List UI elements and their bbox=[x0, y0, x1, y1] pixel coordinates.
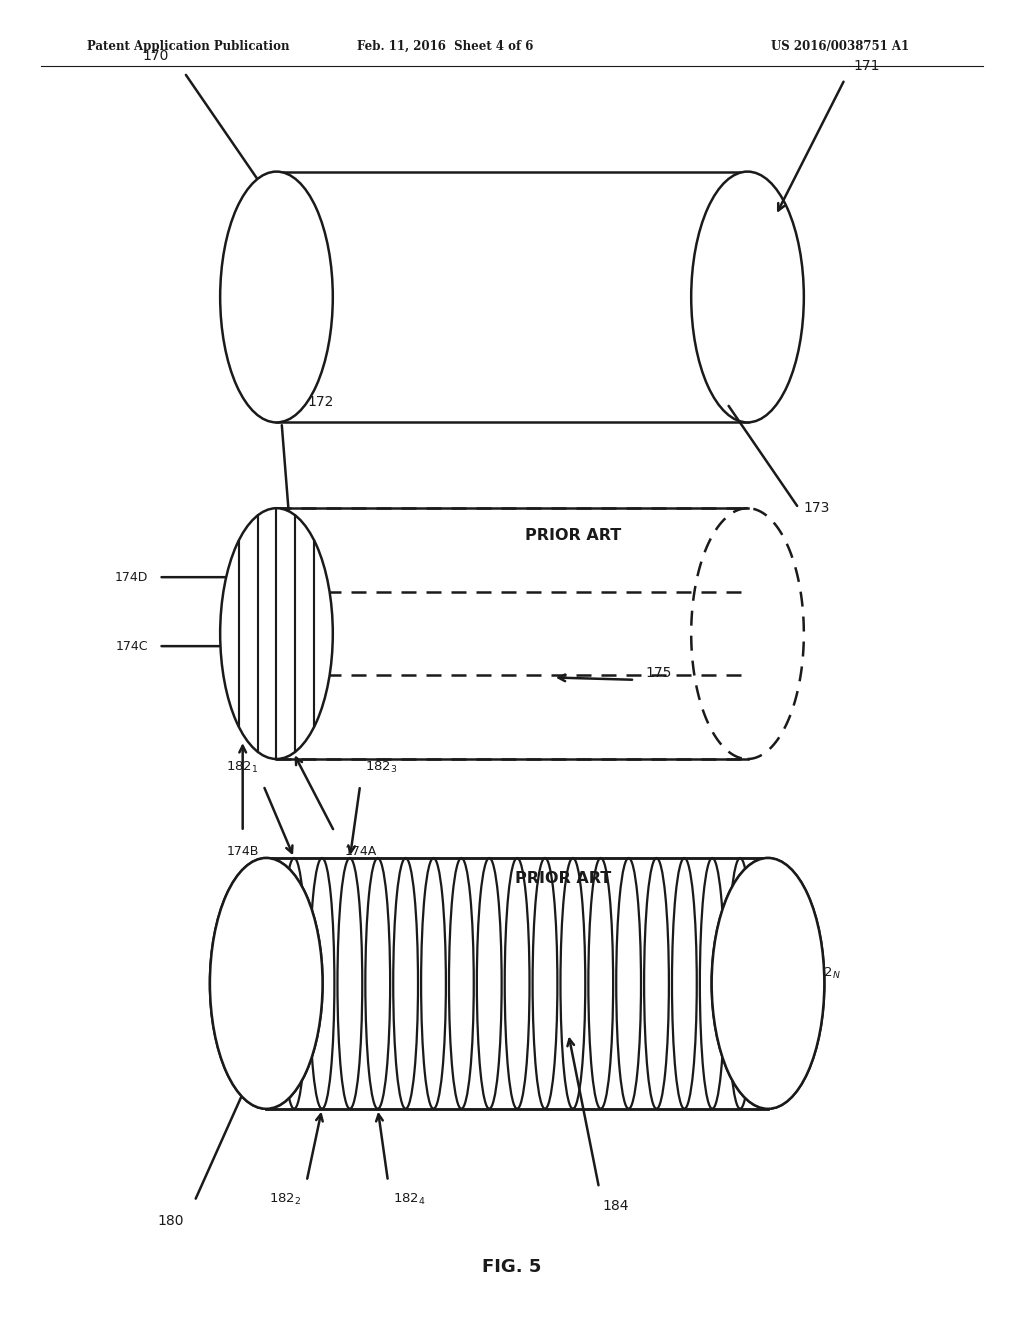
Text: 173: 173 bbox=[804, 502, 830, 515]
Text: 182$_3$: 182$_3$ bbox=[366, 760, 397, 775]
Ellipse shape bbox=[712, 858, 824, 1109]
Text: 172: 172 bbox=[307, 395, 334, 409]
Text: 170: 170 bbox=[142, 49, 169, 63]
Text: Feb. 11, 2016  Sheet 4 of 6: Feb. 11, 2016 Sheet 4 of 6 bbox=[357, 40, 534, 53]
Text: 182$_N$: 182$_N$ bbox=[807, 966, 841, 981]
Text: 182$_4$: 182$_4$ bbox=[393, 1192, 426, 1206]
Text: Patent Application Publication: Patent Application Publication bbox=[87, 40, 290, 53]
Text: 182$_1$: 182$_1$ bbox=[226, 760, 258, 775]
Text: 174D: 174D bbox=[115, 570, 148, 583]
Ellipse shape bbox=[210, 858, 323, 1109]
Ellipse shape bbox=[220, 172, 333, 422]
Text: 174C: 174C bbox=[116, 640, 148, 652]
Text: 180: 180 bbox=[158, 1214, 184, 1229]
Ellipse shape bbox=[712, 858, 824, 1109]
Ellipse shape bbox=[220, 508, 333, 759]
Text: FIG. 5: FIG. 5 bbox=[482, 1258, 542, 1276]
Text: 175: 175 bbox=[645, 667, 672, 680]
Text: 182$_2$: 182$_2$ bbox=[269, 1192, 301, 1206]
Text: 174B: 174B bbox=[226, 845, 259, 858]
Text: PRIOR ART: PRIOR ART bbox=[515, 871, 611, 886]
Text: 184: 184 bbox=[602, 1199, 629, 1213]
Text: PRIOR ART: PRIOR ART bbox=[525, 528, 622, 543]
Ellipse shape bbox=[210, 858, 323, 1109]
Text: US 2016/0038751 A1: US 2016/0038751 A1 bbox=[771, 40, 908, 53]
Ellipse shape bbox=[691, 172, 804, 422]
Text: 174A: 174A bbox=[344, 845, 377, 858]
Text: 171: 171 bbox=[853, 58, 880, 73]
